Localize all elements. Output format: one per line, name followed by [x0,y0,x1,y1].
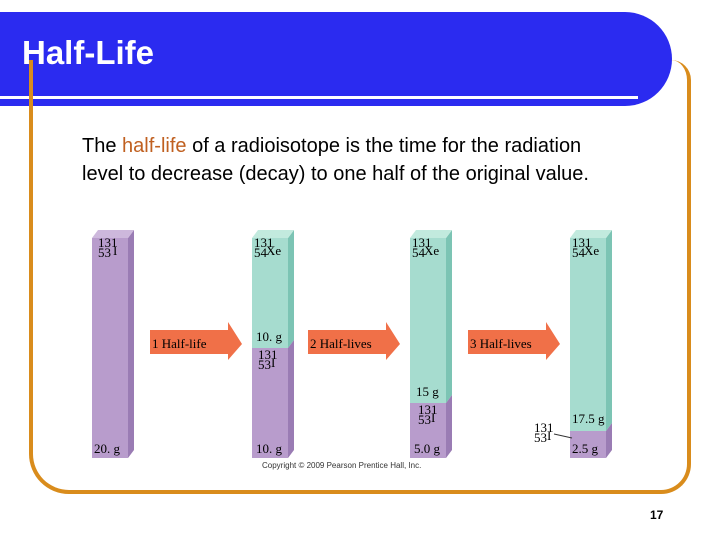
column-4-xenon-bar [570,238,606,431]
arrow-1-label: 1 Half-life [152,336,207,351]
column-4-iodine-pointer [553,433,573,439]
arrow-2-shape [308,322,400,360]
column-3-symbol-mass: 131 [412,235,432,250]
column-3-side-iodine [446,395,452,458]
column-3-side-xenon [446,230,452,403]
column-3-top [410,230,452,238]
column-1-side [128,230,134,458]
column-2-iodine-symbol-element: I [271,355,275,370]
arrow-3-shape [468,322,560,360]
body-text: The half-life of a radioisotope is the t… [82,132,622,188]
arrow-2-label: 2 Half-lives [310,336,372,351]
column-1-symbol-mass: 131 [98,235,118,250]
column-3-iodine-symbol-atomic: 53 [418,412,431,427]
column-3-symbol-atomic: 54 [412,245,426,260]
arrow-2: 2 Half-lives [308,322,400,360]
column-4-symbol-mass: 131 [572,235,592,250]
column-4-symbol-atomic: 54 [572,245,586,260]
column-3: 131 54 Xe 15 g 131 53 I 5.0 g [410,230,452,458]
column-3-iodine-bar [410,403,446,458]
column-2: 131 54 Xe 10. g 131 53 I 10. g [252,230,294,458]
column-3-xenon-mass: 15 g [416,384,439,399]
column-4-side-iodine [606,423,612,458]
header-divider [0,96,638,99]
page-number: 17 [650,508,664,522]
content-frame [29,60,691,494]
column-1-symbol-element: I [113,243,117,258]
half-life-term: half-life [122,135,187,157]
column-1: 131 53 I 20. g [92,230,134,458]
arrow-3: 3 Half-lives [468,322,560,360]
column-4-iodine-mass: 2.5 g [572,441,599,456]
column-3-iodine-symbol-element: I [431,410,435,425]
body-text-before: The [82,135,123,157]
column-1-symbol-atomic: 53 [98,245,111,260]
column-4-iodine-symbol-mass: 131 [534,420,554,435]
column-2-iodine-mass: 10. g [256,441,283,456]
column-2-iodine-symbol-atomic: 53 [258,357,271,372]
copyright-notice: Copyright © 2009 Pearson Prentice Hall, … [262,461,422,470]
column-1-top [92,230,134,238]
body-text-after: of a radioisotope is the time for the ra… [82,135,589,185]
column-2-xenon-bar [252,238,288,348]
column-2-xenon-mass: 10. g [256,329,283,344]
arrow-1: 1 Half-life [150,322,242,360]
column-1-iodine-bar [92,238,128,458]
column-3-xenon-bar [410,238,446,403]
column-2-iodine-bar [252,348,288,458]
column-4: 131 54 Xe 17.5 g 2.5 g 131 53 I [534,230,612,458]
column-3-symbol-element: Xe [424,243,439,258]
column-2-iodine-symbol-mass: 131 [258,347,278,362]
column-4-xenon-mass: 17.5 g [572,411,605,426]
column-4-iodine-bar [570,431,606,458]
header-bar [0,12,672,106]
column-2-top [252,230,294,238]
column-4-symbol-element: Xe [584,243,599,258]
column-2-side-xenon [288,230,294,348]
column-2-side-iodine [288,340,294,458]
column-4-iodine-symbol-element: I [547,428,551,443]
column-2-symbol-element: Xe [266,243,281,258]
column-4-iodine-symbol-atomic: 53 [534,430,547,445]
column-4-side-xenon [606,230,612,431]
arrow-1-shape [150,322,242,360]
column-2-symbol-atomic: 54 [254,245,268,260]
column-4-top [570,230,612,238]
column-3-iodine-mass: 5.0 g [414,441,441,456]
column-2-symbol-mass: 131 [254,235,274,250]
column-3-iodine-symbol-mass: 131 [418,402,438,417]
column-1-iodine-mass: 20. g [94,441,121,456]
arrow-3-label: 3 Half-lives [470,336,532,351]
decay-diagram: 131 53 I 20. g 1 Half-life 131 54 Xe 10.… [92,230,612,458]
